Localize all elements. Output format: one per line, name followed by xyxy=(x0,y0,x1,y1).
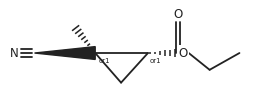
Text: N: N xyxy=(10,47,19,60)
Text: or1: or1 xyxy=(98,58,110,64)
Text: O: O xyxy=(178,47,187,60)
Polygon shape xyxy=(35,47,95,59)
Text: or1: or1 xyxy=(150,58,161,64)
Text: O: O xyxy=(173,8,183,21)
